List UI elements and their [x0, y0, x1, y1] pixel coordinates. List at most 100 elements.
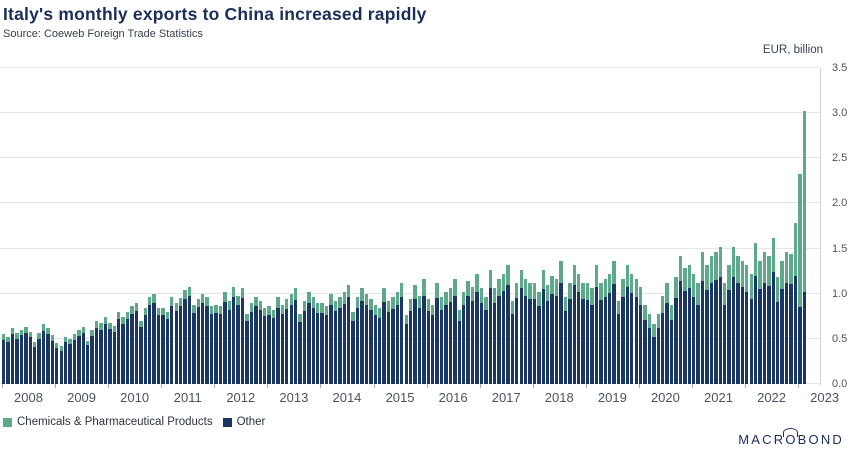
- bar-segment-other: [736, 282, 740, 384]
- bar-segment-chemicals: [32, 342, 37, 347]
- bar-segment-chemicals: [227, 300, 231, 310]
- bar: [205, 297, 209, 384]
- bar: [307, 291, 311, 384]
- bar: [568, 282, 572, 384]
- y-axis-label: 1.5: [832, 242, 848, 255]
- bar-segment-other: [577, 291, 581, 384]
- bar: [395, 291, 400, 384]
- bar-segment-other: [453, 295, 457, 384]
- bar-segment-other: [32, 346, 37, 384]
- bar-segment-chemicals: [178, 298, 183, 307]
- bar: [41, 324, 46, 384]
- x-axis-tick: [108, 384, 110, 388]
- bar-segment-other: [475, 291, 479, 384]
- bar-segment-chemicals: [413, 284, 417, 300]
- bar-segment-chemicals: [665, 282, 669, 303]
- bar: [324, 306, 329, 384]
- bar: [722, 282, 727, 384]
- bar: [143, 308, 147, 384]
- bar-segment-other: [612, 283, 616, 384]
- bar: [435, 282, 439, 384]
- bar-segment-other: [355, 308, 360, 384]
- bar-segment-other: [373, 315, 377, 384]
- bar: [285, 299, 289, 384]
- bar: [245, 313, 249, 384]
- bar-segment-other: [417, 308, 422, 384]
- y-axis-label: 2.0: [832, 197, 848, 210]
- other-swatch-icon: [222, 417, 232, 427]
- bar: [94, 320, 99, 384]
- bar-segment-other: [333, 310, 338, 384]
- bar-segment-other: [603, 297, 607, 384]
- bar: [417, 295, 422, 384]
- bar-segment-other: [386, 311, 391, 384]
- bar-segment-other: [568, 299, 572, 384]
- bar-segment-other: [201, 302, 205, 384]
- bar-segment-other: [652, 337, 656, 384]
- bar-segment-chemicals: [745, 264, 749, 292]
- bar-segment-chemicals: [28, 331, 32, 338]
- bar-segment-chemicals: [572, 264, 576, 285]
- bar: [178, 298, 183, 384]
- bar-segment-other: [722, 304, 727, 384]
- bar-segment-other: [143, 315, 147, 384]
- bar: [86, 340, 90, 384]
- bar-segment-other: [643, 319, 647, 384]
- bar-segment-chemicals: [316, 302, 320, 313]
- bar-segment-other: [510, 313, 515, 384]
- bar-segment-chemicals: [72, 334, 77, 340]
- bar-segment-chemicals: [187, 286, 192, 297]
- bar: [506, 264, 510, 384]
- bar-segment-chemicals: [391, 297, 395, 310]
- x-axis-tick: [532, 384, 534, 388]
- bar-segment-chemicals: [466, 281, 470, 297]
- bar-segment-other: [705, 290, 709, 384]
- bar-segment-other: [249, 311, 254, 384]
- bar-segment-chemicals: [674, 277, 678, 299]
- bar-segment-other: [112, 331, 116, 384]
- bar-segment-other: [99, 329, 103, 384]
- bar-segment-other: [793, 275, 798, 384]
- bar-segment-chemicals: [342, 291, 346, 304]
- bar-segment-chemicals: [249, 302, 254, 312]
- bar: [81, 327, 85, 384]
- bar: [72, 334, 77, 384]
- bar: [453, 279, 457, 384]
- bar: [347, 284, 351, 384]
- bar-segment-other: [484, 309, 488, 384]
- bar-segment-chemicals: [338, 297, 342, 309]
- bar-segment-other: [669, 319, 674, 384]
- bar-segment-chemicals: [612, 261, 616, 284]
- bar: [731, 246, 736, 384]
- bar: [798, 173, 802, 384]
- bar-segment-other: [798, 307, 802, 384]
- bar-segment-chemicals: [435, 282, 439, 299]
- bar-segment-chemicals: [170, 297, 174, 307]
- bar: [214, 304, 218, 384]
- bar: [740, 261, 745, 384]
- bar: [2, 334, 6, 384]
- bar-segment-chemicals: [718, 246, 722, 277]
- bar-segment-chemicals: [426, 299, 430, 311]
- bar-segment-chemicals: [99, 322, 103, 330]
- bar: [232, 286, 236, 384]
- bar: [444, 291, 448, 384]
- bar-segment-other: [599, 300, 603, 384]
- bar-segment-chemicals: [789, 254, 793, 284]
- bar: [462, 291, 466, 384]
- bar: [528, 282, 532, 384]
- bar: [497, 279, 501, 384]
- bar-segment-other: [749, 299, 753, 384]
- bar-segment-chemicals: [240, 288, 245, 299]
- bar-segment-chemicals: [280, 304, 285, 314]
- bar-segment-chemicals: [594, 264, 599, 287]
- bar-segment-chemicals: [205, 297, 209, 307]
- bar: [302, 300, 307, 384]
- bar-segment-other: [37, 338, 41, 384]
- bar-segment-other: [285, 309, 289, 384]
- bar: [577, 273, 581, 384]
- bar-segment-other: [86, 345, 90, 384]
- bar: [776, 277, 780, 384]
- bar: [10, 328, 15, 384]
- bar-segment-other: [41, 330, 46, 384]
